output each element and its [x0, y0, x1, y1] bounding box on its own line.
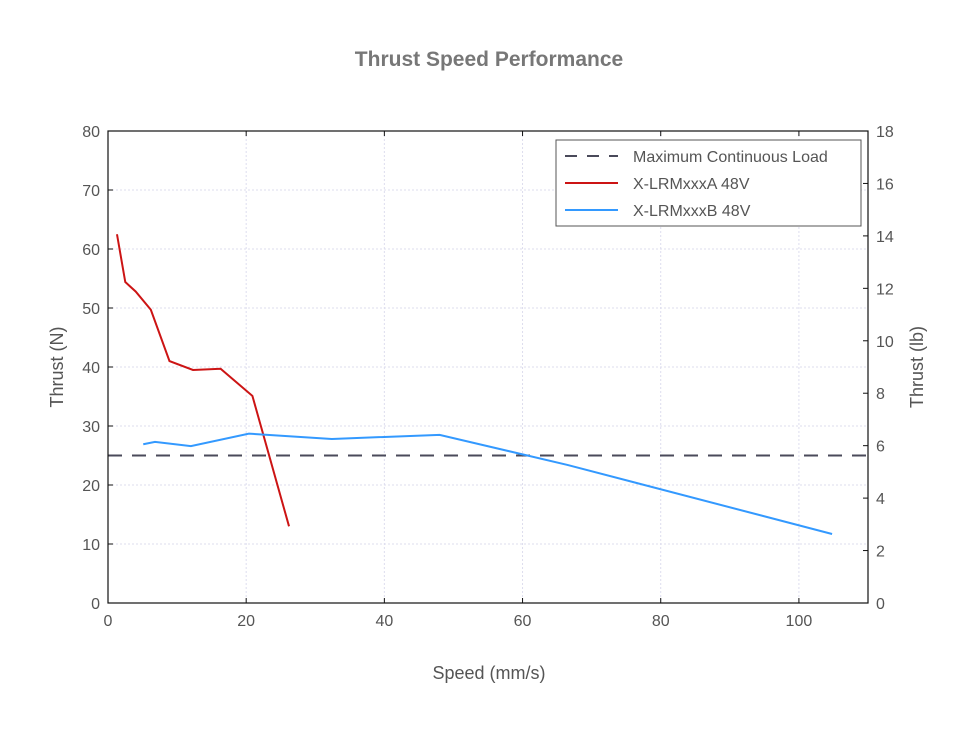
- x-tick-label: 80: [652, 613, 670, 630]
- y-tick-label: 40: [82, 360, 100, 377]
- x-axis-label: Speed (mm/s): [432, 663, 545, 683]
- legend: Maximum Continuous Load X-LRMxxxA 48V X-LR…: [555, 139, 862, 227]
- series-group: [108, 234, 868, 535]
- chart-title: Thrust Speed Performance: [355, 48, 623, 71]
- series-line-1: [115, 234, 290, 527]
- y-right-tick-label: 10: [876, 334, 894, 351]
- y-tick-label: 80: [82, 124, 100, 141]
- y-right-tick-label: 6: [876, 439, 885, 456]
- y-right-tick-label: 14: [876, 229, 894, 246]
- y-right-tick-label: 0: [876, 596, 885, 613]
- ticks: 0 20 40 60 80 100 0 10 20 30 40 50 60 70 80 0 2 4 6 8 10 12 14…: [82, 124, 894, 630]
- x-tick-label: 40: [375, 613, 393, 630]
- y-right-tick-label: 4: [876, 491, 885, 508]
- x-tick-label: 100: [786, 613, 813, 630]
- y-tick-label: 20: [82, 478, 100, 495]
- y-tick-label: 50: [82, 301, 100, 318]
- y-tick-label: 10: [82, 537, 100, 554]
- y-right-tick-label: 18: [876, 124, 894, 141]
- legend-label-0: Maximum Continuous Load: [633, 149, 828, 166]
- y-right-tick-label: 16: [876, 176, 894, 193]
- series-line-2: [143, 432, 833, 535]
- y-right-tick-label: 8: [876, 386, 885, 403]
- legend-label-1: X-LRMxxxA 48V: [633, 176, 750, 193]
- x-tick-label: 0: [104, 613, 113, 630]
- y-tick-label: 0: [91, 596, 100, 613]
- legend-label-2: X-LRMxxxB 48V: [633, 203, 751, 220]
- y-tick-label: 30: [82, 419, 100, 436]
- y-axis-label: Thrust (N): [47, 327, 67, 408]
- y-tick-label: 60: [82, 242, 100, 259]
- y-tick-label: 70: [82, 183, 100, 200]
- y-right-tick-label: 12: [876, 281, 894, 298]
- x-tick-label: 60: [514, 613, 532, 630]
- y-right-tick-label: 2: [876, 544, 885, 561]
- x-tick-label: 20: [237, 613, 255, 630]
- y-axis-right-label: Thrust (lb): [907, 326, 927, 408]
